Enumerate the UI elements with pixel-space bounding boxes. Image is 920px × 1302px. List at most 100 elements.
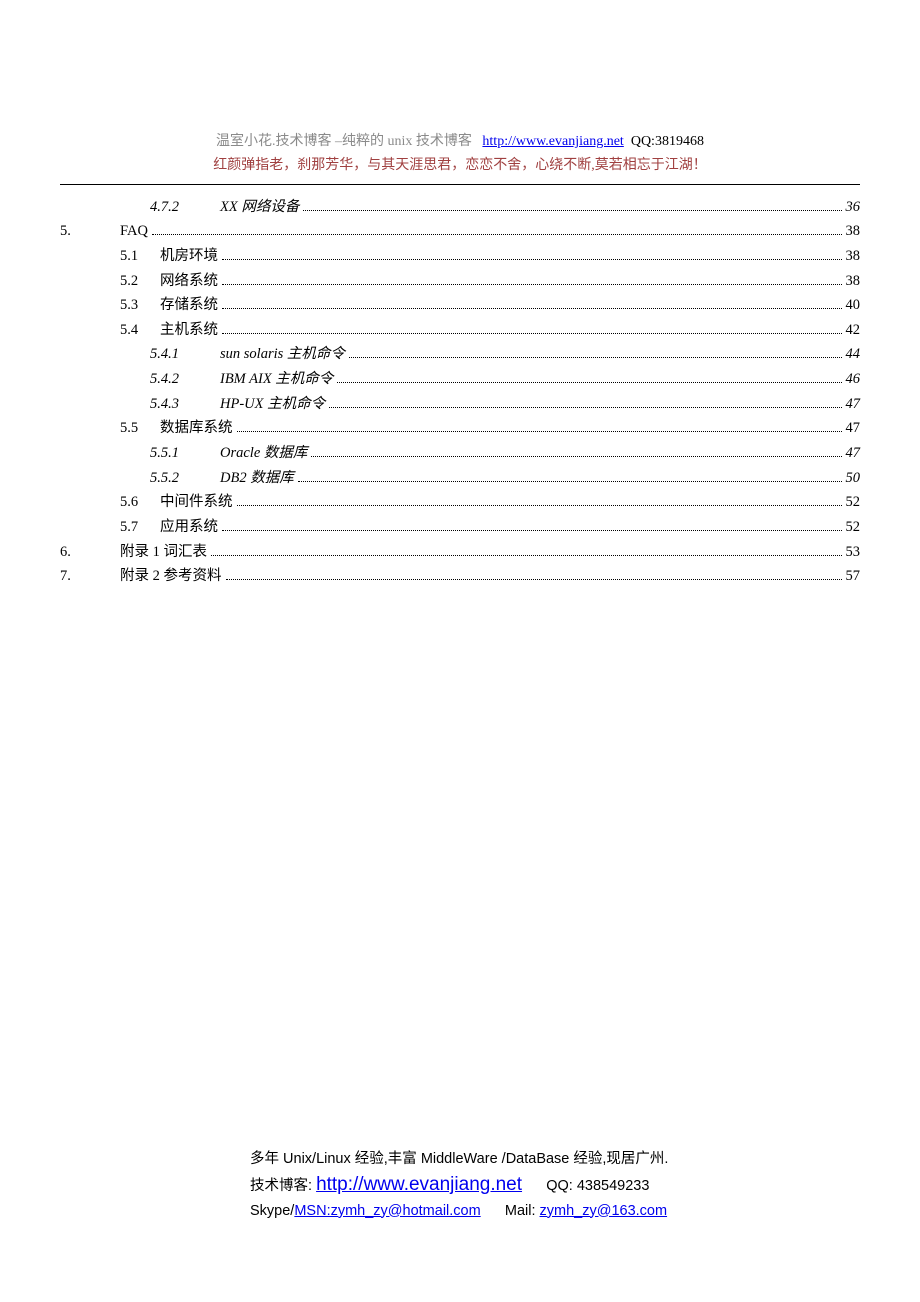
toc-label: 5.7应用系统 <box>60 515 218 540</box>
footer-mail-label: Mail: <box>505 1203 540 1219</box>
toc-label: 5.4主机系统 <box>60 318 218 343</box>
toc-title: 主机系统 <box>160 322 218 338</box>
footer-line-3: Skype/MSN:zymh_zy@hotmail.com Mail: zymh… <box>250 1200 920 1222</box>
toc-entry[interactable]: 5.FAQ38 <box>60 219 860 244</box>
toc-entry[interactable]: 7.附录 2 参考资料 57 <box>60 564 860 589</box>
toc-title: 网络系统 <box>160 273 218 289</box>
toc-leader <box>152 234 842 235</box>
toc-title: XX 网络设备 <box>220 199 299 215</box>
toc-entry[interactable]: 5.4主机系统42 <box>60 318 860 343</box>
footer-msn-link[interactable]: MSN:zymh_zy@hotmail.com <box>294 1203 480 1219</box>
toc-label: 5.1机房环境 <box>60 244 218 269</box>
footer-blog-link[interactable]: http://www.evanjiang.net <box>316 1174 522 1195</box>
toc-label: 7.附录 2 参考资料 <box>60 564 222 589</box>
toc-entry[interactable]: 5.4.3HP-UX 主机命令 47 <box>60 392 860 417</box>
toc-number: 5.4.1 <box>60 342 220 367</box>
header-line-1: 温室小花.技术博客 –纯粹的 unix 技术博客 http://www.evan… <box>60 130 860 154</box>
toc-title: FAQ <box>120 223 148 239</box>
toc-leader <box>237 505 842 506</box>
toc-number: 5.2 <box>60 269 160 294</box>
toc-leader <box>337 382 841 383</box>
toc-number: 7. <box>60 564 120 589</box>
toc-number: 5.7 <box>60 515 160 540</box>
toc-title: 数据库系统 <box>160 420 233 436</box>
toc-leader <box>222 259 842 260</box>
toc-leader <box>349 357 842 358</box>
toc-page: 52 <box>846 515 861 540</box>
toc-leader <box>222 333 842 334</box>
toc-entry[interactable]: 5.1机房环境 38 <box>60 244 860 269</box>
page-footer: 多年 Unix/Linux 经验,丰富 MiddleWare /DataBase… <box>0 1148 920 1222</box>
footer-qq: QQ: 438549233 <box>546 1178 649 1194</box>
toc-page: 44 <box>846 342 861 367</box>
header-line-2: 红颜弹指老，刹那芳华，与其天涯思君，恋恋不舍，心绕不断,莫若相忘于江湖！ <box>60 154 860 178</box>
toc-page: 36 <box>846 195 861 220</box>
toc-number: 5.5.2 <box>60 466 220 491</box>
header-qq: QQ:3819468 <box>631 134 704 149</box>
toc-number: 5.3 <box>60 293 160 318</box>
toc-page: 47 <box>846 441 861 466</box>
toc-leader <box>329 407 841 408</box>
toc-label: 4.7.2XX 网络设备 <box>60 195 299 220</box>
toc-entry[interactable]: 4.7.2XX 网络设备 36 <box>60 195 860 220</box>
toc-leader <box>222 308 842 309</box>
footer-line-2: 技术博客: http://www.evanjiang.net QQ: 43854… <box>250 1170 920 1199</box>
toc-leader <box>226 579 842 580</box>
toc-entry[interactable]: 5.2网络系统38 <box>60 269 860 294</box>
toc-entry[interactable]: 5.6中间件系统 52 <box>60 490 860 515</box>
toc-label: 5.3存储系统 <box>60 293 218 318</box>
toc-page: 47 <box>846 392 861 417</box>
toc-label: 5.4.1sun solaris 主机命令 <box>60 342 345 367</box>
toc-label: 5.4.3HP-UX 主机命令 <box>60 392 325 417</box>
toc-title: HP-UX 主机命令 <box>220 396 325 412</box>
toc-title: DB2 数据库 <box>220 470 294 486</box>
toc-title: 存储系统 <box>160 297 218 313</box>
toc-page: 40 <box>846 293 861 318</box>
toc-title: 机房环境 <box>160 248 218 264</box>
table-of-contents: 4.7.2XX 网络设备365.FAQ385.1机房环境385.2网络系统385… <box>60 195 860 589</box>
toc-page: 46 <box>846 367 861 392</box>
toc-title: IBM AIX 主机命令 <box>220 371 333 387</box>
toc-leader <box>211 555 842 556</box>
toc-title: sun solaris 主机命令 <box>220 346 345 362</box>
toc-title: 附录 1 词汇表 <box>120 544 207 560</box>
toc-entry[interactable]: 5.7应用系统 52 <box>60 515 860 540</box>
toc-entry[interactable]: 5.4.1sun solaris 主机命令 44 <box>60 342 860 367</box>
toc-entry[interactable]: 6.附录 1 词汇表 53 <box>60 540 860 565</box>
toc-label: 5.5.2DB2 数据库 <box>60 466 294 491</box>
toc-number: 5.5 <box>60 416 160 441</box>
header-prefix: 温室小花.技术博客 –纯粹的 unix 技术博客 <box>216 134 472 149</box>
toc-title: 中间件系统 <box>160 494 233 510</box>
header-link[interactable]: http://www.evanjiang.net <box>482 134 623 149</box>
toc-page: 52 <box>846 490 861 515</box>
toc-number: 6. <box>60 540 120 565</box>
toc-entry[interactable]: 5.3存储系统 40 <box>60 293 860 318</box>
toc-label: 5.6中间件系统 <box>60 490 233 515</box>
page-header: 温室小花.技术博客 –纯粹的 unix 技术博客 http://www.evan… <box>60 130 860 178</box>
toc-title: 应用系统 <box>160 519 218 535</box>
toc-page: 50 <box>846 466 861 491</box>
toc-page: 57 <box>846 564 861 589</box>
toc-number: 5.6 <box>60 490 160 515</box>
header-rule <box>60 184 860 185</box>
toc-number: 5.4.2 <box>60 367 220 392</box>
footer-line-1: 多年 Unix/Linux 经验,丰富 MiddleWare /DataBase… <box>250 1148 920 1170</box>
toc-number: 5.4 <box>60 318 160 343</box>
toc-entry[interactable]: 5.5数据库系统47 <box>60 416 860 441</box>
toc-leader <box>237 431 842 432</box>
toc-label: 5.2网络系统 <box>60 269 218 294</box>
footer-mail-link[interactable]: zymh_zy@163.com <box>540 1203 668 1219</box>
toc-page: 38 <box>846 244 861 269</box>
toc-leader <box>298 481 842 482</box>
toc-number: 4.7.2 <box>60 195 220 220</box>
toc-page: 53 <box>846 540 861 565</box>
toc-label: 6.附录 1 词汇表 <box>60 540 207 565</box>
toc-leader <box>311 456 841 457</box>
toc-entry[interactable]: 5.5.2DB2 数据库 50 <box>60 466 860 491</box>
toc-leader <box>303 210 841 211</box>
toc-leader <box>222 530 842 531</box>
toc-entry[interactable]: 5.5.1Oracle 数据库 47 <box>60 441 860 466</box>
toc-entry[interactable]: 5.4.2IBM AIX 主机命令 46 <box>60 367 860 392</box>
toc-number: 5.5.1 <box>60 441 220 466</box>
toc-title: Oracle 数据库 <box>220 445 307 461</box>
